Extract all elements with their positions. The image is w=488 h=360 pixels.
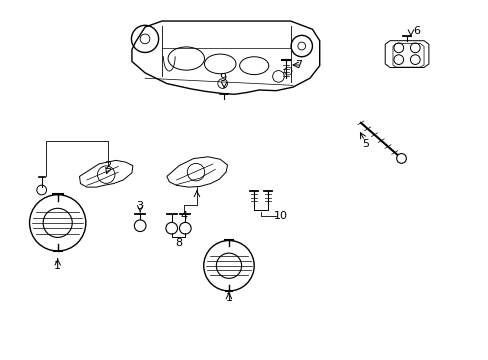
Ellipse shape <box>168 47 204 70</box>
Text: 5: 5 <box>362 139 368 149</box>
Circle shape <box>134 220 146 231</box>
Text: 3: 3 <box>137 201 143 211</box>
Ellipse shape <box>239 57 268 75</box>
Circle shape <box>216 253 241 278</box>
Text: 1: 1 <box>225 293 232 303</box>
Text: 2: 2 <box>104 161 111 171</box>
Circle shape <box>43 208 72 238</box>
Text: 9: 9 <box>219 73 226 83</box>
Polygon shape <box>166 157 227 187</box>
Text: 10: 10 <box>273 211 287 221</box>
Text: 6: 6 <box>412 26 419 36</box>
Polygon shape <box>80 160 133 187</box>
Circle shape <box>29 195 86 251</box>
Text: 1: 1 <box>54 261 61 271</box>
Circle shape <box>165 222 177 234</box>
Text: 8: 8 <box>175 238 182 248</box>
Circle shape <box>203 240 254 291</box>
Ellipse shape <box>204 54 236 74</box>
Polygon shape <box>132 21 319 94</box>
Text: 7: 7 <box>295 60 302 70</box>
Text: 4: 4 <box>180 211 187 221</box>
Polygon shape <box>385 41 428 67</box>
Circle shape <box>179 222 191 234</box>
Circle shape <box>396 154 406 163</box>
